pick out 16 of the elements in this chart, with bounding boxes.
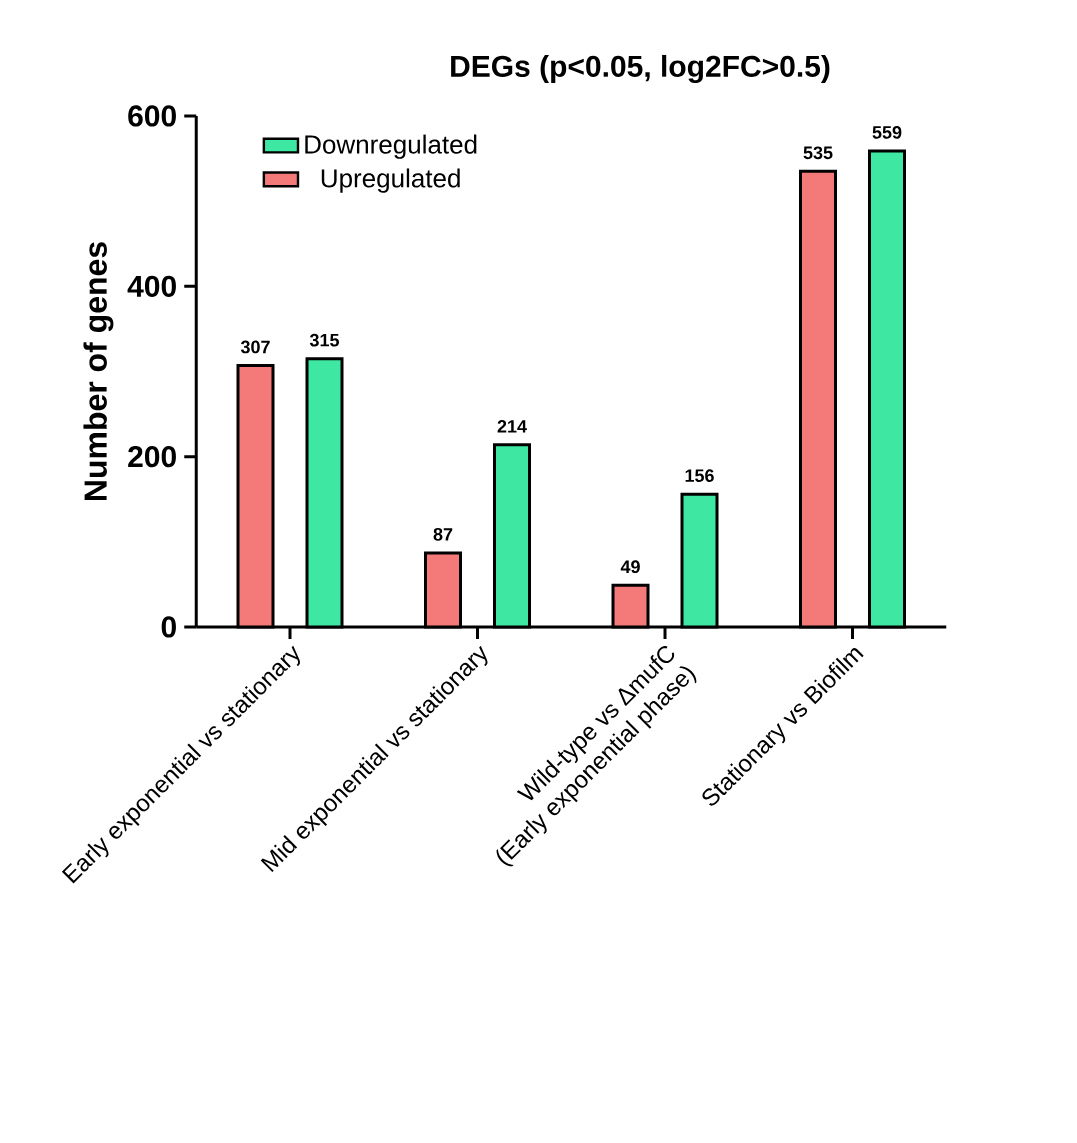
y-tick-label: 400 (127, 275, 176, 297)
y-tick-label: 600 (128, 105, 176, 127)
data-label: 49 (620, 560, 640, 574)
legend-label: Upregulated (321, 168, 460, 193)
data-label: 535 (803, 146, 833, 160)
y-tick-label: 200 (128, 446, 176, 468)
data-label: 307 (240, 340, 270, 354)
chart-title: DEGs (p<0.05, log2FC>0.5) (451, 54, 830, 84)
legend-label: Downregulated (305, 134, 477, 159)
data-label: 156 (685, 469, 714, 482)
data-label: 214 (497, 419, 527, 433)
data-label: 559 (872, 125, 902, 139)
data-label: 315 (309, 333, 340, 347)
y-tick-label: 0 (161, 616, 176, 638)
y-axis-title: Number of genes (83, 242, 114, 501)
data-label: 87 (433, 527, 453, 541)
